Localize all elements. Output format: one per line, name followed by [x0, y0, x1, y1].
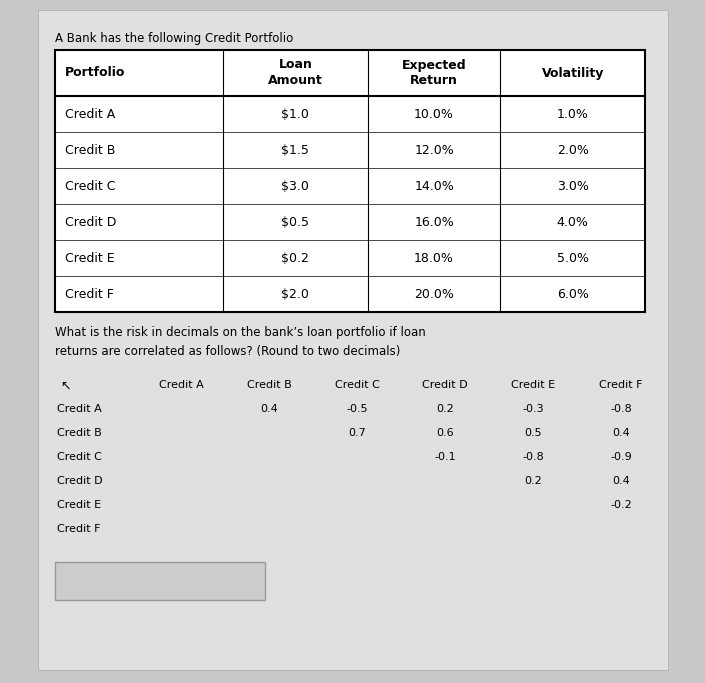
Text: Return: Return: [410, 74, 458, 87]
Text: -0.3: -0.3: [522, 404, 544, 414]
Bar: [55, 562, 265, 600]
Bar: [38, 10, 668, 670]
Text: 0.2: 0.2: [436, 404, 454, 414]
Text: 0.4: 0.4: [612, 428, 630, 438]
Text: -0.5: -0.5: [346, 404, 368, 414]
Text: Credit D: Credit D: [422, 380, 468, 390]
Text: Credit E: Credit E: [57, 500, 101, 510]
Text: What is the risk in decimals on the bank’s loan portfolio if loan
returns are co: What is the risk in decimals on the bank…: [55, 326, 426, 358]
Text: 4.0%: 4.0%: [557, 216, 589, 229]
Text: 16.0%: 16.0%: [415, 216, 454, 229]
Text: $1.0: $1.0: [281, 107, 309, 120]
Text: 0.2: 0.2: [524, 476, 542, 486]
Text: A Bank has the following Credit Portfolio: A Bank has the following Credit Portfoli…: [55, 32, 293, 45]
Text: 14.0%: 14.0%: [415, 180, 454, 193]
Text: 0.5: 0.5: [525, 428, 542, 438]
Text: Credit A: Credit A: [159, 380, 203, 390]
Text: 1.0%: 1.0%: [557, 107, 589, 120]
Text: 12.0%: 12.0%: [415, 143, 454, 156]
Text: $3.0: $3.0: [281, 180, 309, 193]
Text: Volatility: Volatility: [541, 66, 604, 79]
Text: 0.7: 0.7: [348, 428, 366, 438]
Text: Credit C: Credit C: [335, 380, 379, 390]
Text: 0.4: 0.4: [260, 404, 278, 414]
Text: $0.2: $0.2: [281, 251, 309, 264]
Text: Credit A: Credit A: [65, 107, 115, 120]
Text: Credit B: Credit B: [57, 428, 102, 438]
Text: 0.6: 0.6: [436, 428, 454, 438]
Text: Credit C: Credit C: [65, 180, 116, 193]
Text: 6.0%: 6.0%: [557, 288, 589, 301]
Text: Credit D: Credit D: [57, 476, 103, 486]
Text: Loan: Loan: [278, 59, 312, 72]
Text: -0.9: -0.9: [610, 452, 632, 462]
Text: Credit F: Credit F: [599, 380, 643, 390]
Text: 10.0%: 10.0%: [414, 107, 454, 120]
Text: $2.0: $2.0: [281, 288, 309, 301]
Text: Credit C: Credit C: [57, 452, 102, 462]
Text: 5.0%: 5.0%: [557, 251, 589, 264]
Text: 20.0%: 20.0%: [414, 288, 454, 301]
Text: Portfolio: Portfolio: [65, 66, 125, 79]
Text: 3.0%: 3.0%: [557, 180, 589, 193]
Text: -0.8: -0.8: [522, 452, 544, 462]
Text: -0.1: -0.1: [434, 452, 456, 462]
Text: Credit B: Credit B: [247, 380, 291, 390]
Text: Amount: Amount: [268, 74, 323, 87]
Text: -0.8: -0.8: [610, 404, 632, 414]
Text: $0.5: $0.5: [281, 216, 309, 229]
Text: 18.0%: 18.0%: [414, 251, 454, 264]
Text: Credit A: Credit A: [57, 404, 102, 414]
Text: ↖: ↖: [60, 380, 70, 393]
Text: Expected: Expected: [402, 59, 467, 72]
Bar: [55, 50, 645, 312]
Text: Credit D: Credit D: [65, 216, 116, 229]
Text: Credit B: Credit B: [65, 143, 116, 156]
Text: Credit E: Credit E: [511, 380, 555, 390]
Text: Credit E: Credit E: [65, 251, 115, 264]
Text: -0.2: -0.2: [610, 500, 632, 510]
Text: Credit F: Credit F: [57, 524, 101, 534]
Text: Credit F: Credit F: [65, 288, 114, 301]
Text: 2.0%: 2.0%: [557, 143, 589, 156]
Text: $1.5: $1.5: [281, 143, 309, 156]
Text: 0.4: 0.4: [612, 476, 630, 486]
